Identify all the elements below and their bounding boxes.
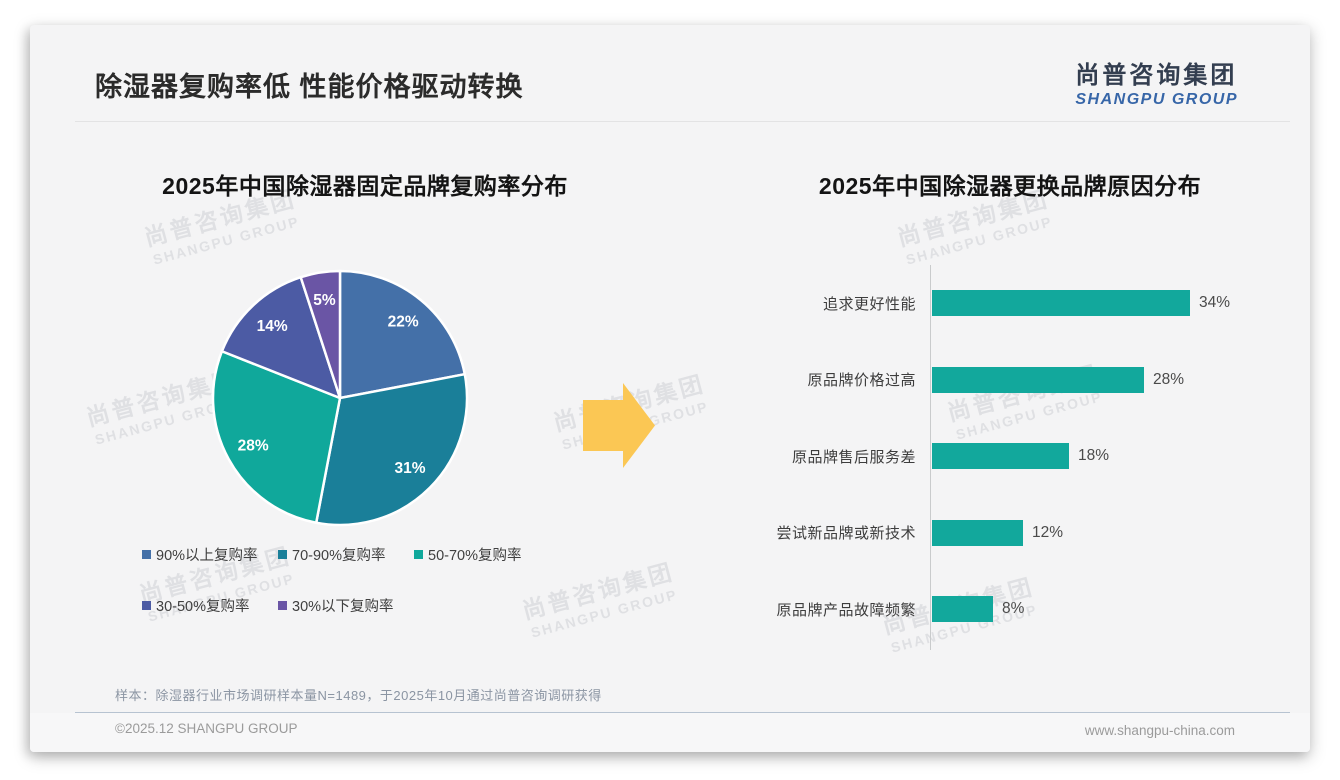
legend-swatch-icon (142, 550, 151, 559)
bar-row: 追求更好性能 34% (750, 265, 1295, 342)
pie-slice-30%以下复购率 (299, 269, 342, 400)
pie-legend-row-1: 90%以上复购率 70-90%复购率 50-70%复购率 (142, 544, 550, 565)
bar-value-label: 28% (1153, 370, 1185, 388)
bar-rect (932, 443, 1069, 470)
bar-chart-title: 2025年中国除湿器更换品牌原因分布 (818, 173, 1202, 199)
footer-copyright: ©2025.12 SHANGPU GROUP (115, 721, 298, 736)
legend-label: 30-50%复购率 (156, 599, 250, 615)
footer-divider (75, 712, 1290, 713)
footer-strip (30, 713, 1310, 752)
legend-label: 50-70%复购率 (428, 548, 522, 564)
bar-value-label: 34% (1199, 294, 1231, 312)
pie-data-label: 14% (257, 318, 288, 335)
sample-note: 样本：除湿器行业市场调研样本量N=1489，于2025年10月通过尚普咨询调研获… (115, 688, 602, 703)
legend-label: 30%以下复购率 (292, 599, 394, 615)
bar-rect (932, 366, 1144, 393)
legend-item: 30-50%复购率 (142, 595, 278, 616)
pie-chart: 22% 31% 28% 14% 5% (200, 258, 480, 538)
legend-swatch-icon (142, 601, 151, 610)
logo-english-name: SHANGPU GROUP (1075, 91, 1238, 108)
pie-legend-row-2: 30-50%复购率 30%以下复购率 (142, 595, 414, 616)
pie-chart-title: 2025年中国除湿器固定品牌复购率分布 (162, 173, 568, 199)
bar-value-label: 8% (1002, 600, 1025, 618)
pie-chart-svg: 22% 31% 28% 14% 5% (211, 269, 469, 527)
bar-row: 原品牌售后服务差 18% (750, 418, 1295, 495)
bar-category-label: 原品牌产品故障频繁 (776, 601, 916, 619)
legend-swatch-icon (278, 601, 287, 610)
page-title: 除湿器复购率低 性能价格驱动转换 (95, 72, 524, 102)
transition-arrow-icon (583, 383, 655, 468)
bar-rect (932, 519, 1023, 546)
footer-website: www.shangpu-china.com (1084, 723, 1235, 738)
legend-swatch-icon (414, 550, 423, 559)
pie-data-label: 31% (394, 460, 425, 477)
bar-category-label: 原品牌售后服务差 (791, 448, 916, 466)
company-logo: 尚普咨询集团 SHANGPU GROUP (1075, 55, 1238, 109)
pie-slice-70-90%复购率 (314, 372, 469, 527)
bar-chart-axis (930, 265, 931, 650)
bar-row: 尝试新品牌或新技术 12% (750, 495, 1295, 572)
legend-swatch-icon (278, 550, 287, 559)
bar-rect (932, 596, 993, 623)
bar-value-label: 12% (1032, 523, 1064, 541)
pie-slice-90%以上复购率 (338, 269, 466, 400)
bar-row: 原品牌产品故障频繁 8% (750, 571, 1295, 648)
logo-chinese-name: 尚普咨询集团 (1075, 62, 1238, 89)
title-divider (75, 121, 1290, 122)
legend-item: 30%以下复购率 (278, 595, 414, 616)
bar-row: 原品牌价格过高 28% (750, 342, 1295, 419)
legend-item: 50-70%复购率 (414, 544, 550, 565)
legend-label: 70-90%复购率 (292, 548, 386, 564)
bar-category-label: 追求更好性能 (822, 295, 916, 313)
pie-data-label: 28% (238, 438, 269, 455)
legend-label: 90%以上复购率 (156, 548, 258, 564)
legend-item: 90%以上复购率 (142, 544, 278, 565)
bar-category-label: 原品牌价格过高 (807, 372, 916, 390)
pie-data-label: 22% (388, 314, 419, 331)
slide-card: 尚普咨询集团 SHANGPU GROUP 尚普咨询集团 SHANGPU GROUP 尚普… (30, 25, 1310, 752)
pie-data-label: 5% (313, 292, 336, 309)
legend-item: 70-90%复购率 (278, 544, 414, 565)
bar-category-label: 尝试新品牌或新技术 (776, 525, 916, 543)
bar-chart: 追求更好性能 34% 原品牌价格过高 28% 原品牌售后服务差 18% 尝试新品牌或新技术 1… (750, 240, 1295, 660)
bar-rect (932, 290, 1190, 317)
bar-value-label: 18% (1078, 447, 1110, 465)
bar-rows: 追求更好性能 34% 原品牌价格过高 28% 原品牌售后服务差 18% 尝试新品牌或新技术 1… (750, 265, 1295, 648)
pie-slice-50-70%复购率 (211, 350, 342, 524)
